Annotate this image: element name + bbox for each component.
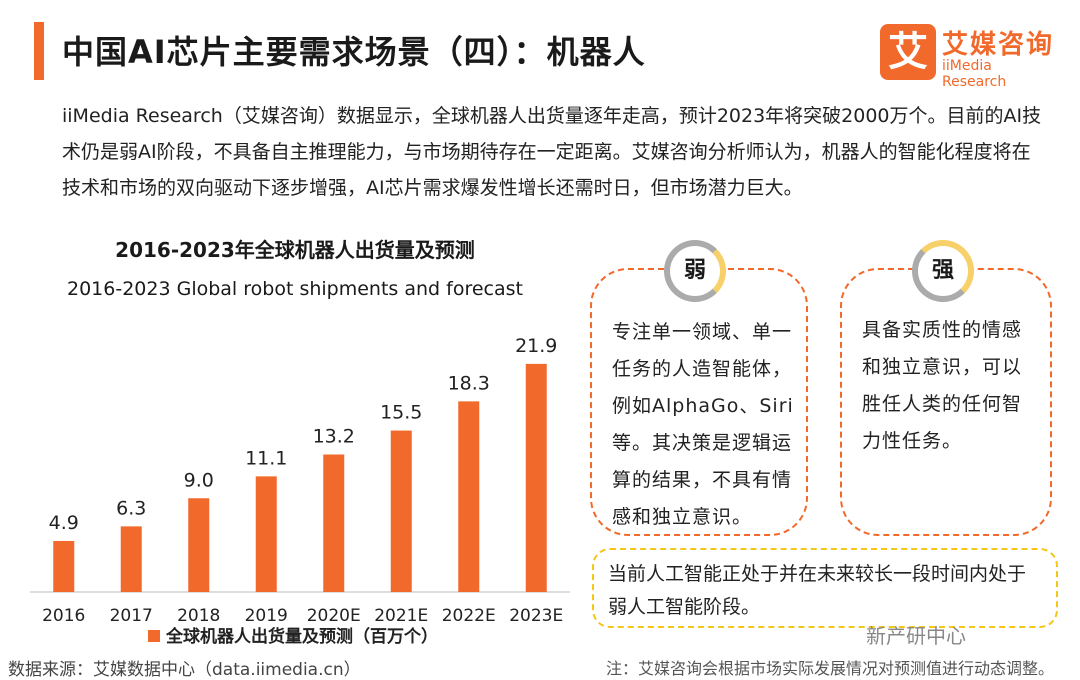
data-source: 数据来源：艾媒数据中心（data.iimedia.cn）: [8, 660, 361, 680]
title-accent-bar: [34, 22, 44, 80]
logo-text-en: iiMedia Research: [942, 58, 1007, 90]
chart-subtitle: 2016-2023 Global robot shipments and for…: [67, 278, 523, 300]
x-tick-2017: 2017: [110, 606, 153, 626]
value-label-2019: 11.1: [245, 447, 287, 469]
bar-2022E: [458, 401, 480, 592]
iimedia-logo: 艾 艾媒咨询 iiMedia Research: [880, 20, 1060, 90]
legend-label: 全球机器人出货量及预测（百万个）: [165, 626, 438, 647]
bar-2018: [188, 498, 210, 592]
value-label-2018: 9.0: [184, 469, 214, 491]
intro-paragraph: iiMedia Research（艾媒咨询）数据显示，全球机器人出货量逐年走高，…: [62, 105, 1042, 199]
value-label-2022E: 18.3: [448, 372, 490, 394]
value-label-2021E: 15.5: [380, 402, 422, 424]
chart-title: 2016-2023年全球机器人出货量及预测: [115, 238, 475, 262]
page-title: 中国AI芯片主要需求场景（四）：机器人: [62, 33, 646, 71]
value-label-2016: 4.9: [49, 512, 79, 534]
bar-chart: 4.9 2016 6.3 2017 9.0 2018 11.1 2019 13.2 2020E 15…: [30, 335, 570, 647]
conclusion-note: 当前人工智能正处于并在未来较长一段时间内处于弱人工智能阶段。: [592, 548, 1058, 628]
x-tick-2022E: 2022E: [442, 606, 496, 626]
strong-ai-card: 具备实质性的情感和独立意识，可以胜任人类的任何智力性任务。: [840, 268, 1052, 536]
value-label-2017: 6.3: [116, 497, 146, 519]
x-tick-2018: 2018: [177, 606, 220, 626]
x-tick-2023E: 2023E: [509, 606, 563, 626]
legend-swatch: [148, 630, 160, 642]
bar-2021E: [390, 430, 412, 592]
strong-ai-badge: 强: [912, 240, 974, 302]
x-tick-2019: 2019: [245, 606, 288, 626]
x-tick-2016: 2016: [42, 606, 85, 626]
weak-ai-description: 专注单一领域、单一任务的人造智能体，例如AlphaGo、Siri等。其决策是逻辑…: [612, 321, 794, 528]
logo-mark: 艾: [880, 24, 936, 80]
footnote: 注：艾媒咨询会根据市场实际发展情况对预测值进行动态调整。: [605, 659, 1054, 678]
bar-2020E: [323, 454, 345, 592]
bar-2023E: [525, 363, 547, 592]
weak-ai-card: 专注单一领域、单一任务的人造智能体，例如AlphaGo、Siri等。其决策是逻辑…: [590, 268, 808, 536]
x-tick-2020E: 2020E: [307, 606, 361, 626]
wechat-watermark: 新产研中心: [866, 624, 966, 648]
strong-ai-description: 具备实质性的情感和独立意识，可以胜任人类的任何智力性任务。: [862, 319, 1023, 452]
value-label-2023E: 21.9: [515, 335, 557, 357]
weak-ai-badge: 弱: [664, 240, 726, 302]
x-tick-2021E: 2021E: [374, 606, 428, 626]
bar-2019: [255, 476, 277, 592]
value-label-2020E: 13.2: [313, 426, 355, 448]
logo-text-cn: 艾媒咨询: [942, 30, 1055, 60]
bar-2016: [53, 540, 75, 592]
bar-2017: [120, 526, 142, 592]
